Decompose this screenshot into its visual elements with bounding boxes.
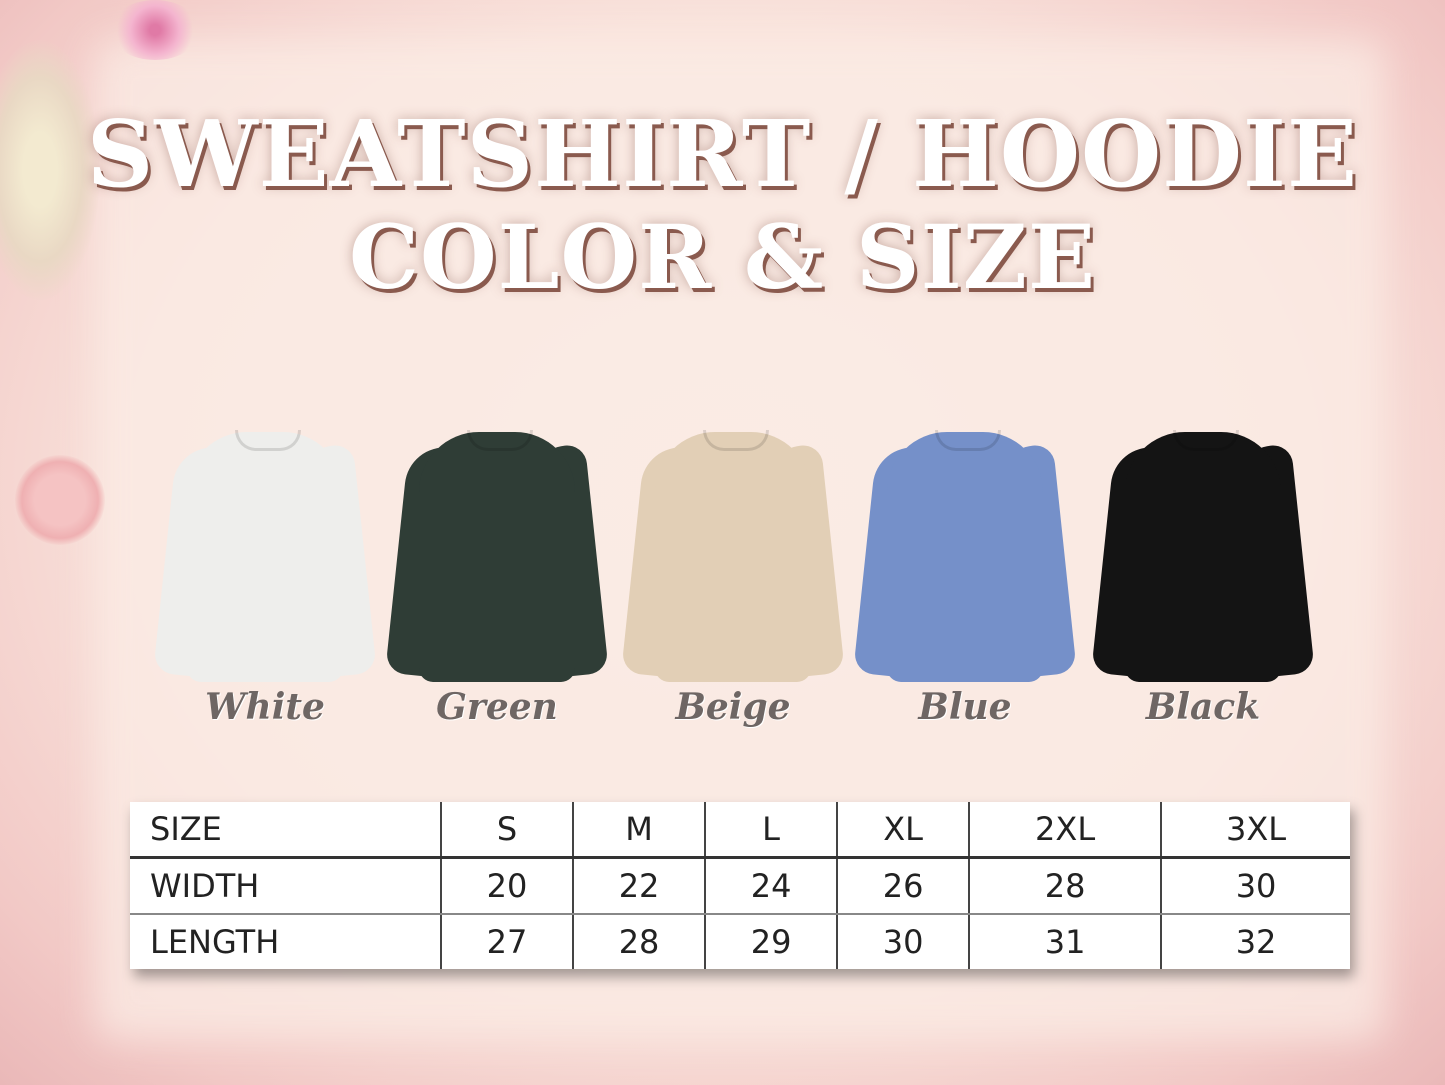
color-label: White (205, 686, 325, 728)
table-row: LENGTH 27 28 29 30 31 32 (130, 914, 1350, 969)
header-cell: L (704, 802, 838, 859)
color-label: Black (1145, 686, 1261, 728)
sweatshirt-green (385, 430, 609, 684)
size-table: SIZE S M L XL 2XL 3XL WIDTH 20 22 24 26 … (130, 802, 1350, 969)
color-label: Green (436, 686, 558, 728)
title-line-2: COLOR & SIZE (348, 205, 1097, 309)
header-cell: 3XL (1160, 802, 1350, 859)
table-cell: 28 (572, 914, 706, 969)
table-cell: 24 (704, 857, 838, 915)
sweatshirt-beige (621, 430, 845, 684)
row-label: WIDTH (130, 857, 441, 915)
row-label: LENGTH (150, 923, 280, 961)
table-cell: 29 (704, 914, 838, 969)
table-row: WIDTH 20 22 24 26 28 30 (130, 857, 1350, 915)
header-cell: 2XL (968, 802, 1162, 859)
color-label: Blue (918, 686, 1012, 728)
table-cell: 31 (968, 914, 1162, 969)
title-line-1: SWEATSHIRT / HOODIE (86, 100, 1359, 208)
table-cell: 22 (572, 857, 706, 915)
table-cell: 28 (968, 857, 1162, 915)
sweatshirt-white (153, 430, 377, 684)
table-cell: 32 (1160, 914, 1350, 969)
header-cell: S (439, 802, 574, 859)
header-cell: SIZE (130, 802, 441, 859)
table-header-row: SIZE S M L XL 2XL 3XL (130, 802, 1350, 859)
flower-decoration (110, 0, 200, 60)
header-cell: XL (836, 802, 970, 859)
table-cell: 30 (1160, 857, 1350, 915)
table-cell: 20 (439, 857, 574, 915)
table-cell: 30 (836, 914, 970, 969)
table-cell: 26 (836, 857, 970, 915)
sweatshirt-blue (853, 430, 1077, 684)
table-cell: 27 (439, 914, 574, 969)
sweatshirt-black (1091, 430, 1315, 684)
header-cell: M (572, 802, 706, 859)
button-decoration (15, 455, 105, 545)
flower-decoration (0, 40, 100, 300)
color-label: Beige (675, 686, 791, 728)
